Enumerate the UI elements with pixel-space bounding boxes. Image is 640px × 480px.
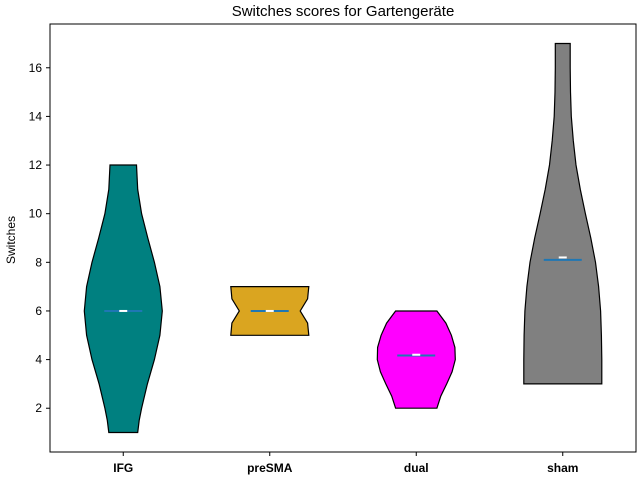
- x-tick-label: IFG: [113, 461, 133, 475]
- y-tick-label: 14: [29, 109, 43, 123]
- violin-sham: [523, 42, 603, 385]
- y-tick-label: 10: [29, 207, 43, 221]
- plot-area: 2 4 6 8 10 12 14 16 IFG preSMA dual sham: [29, 42, 603, 475]
- axes-frame: [49, 23, 637, 453]
- y-tick-label: 6: [35, 304, 42, 318]
- y-axis-label: Switches: [4, 216, 18, 264]
- y-tick-label: 16: [29, 61, 43, 75]
- chart-title: Switches scores for Gartengeräte: [232, 3, 455, 20]
- y-tick-label: 8: [35, 255, 42, 269]
- x-tick-label: sham: [547, 461, 578, 475]
- violin-IFG: [83, 164, 163, 434]
- violin-dual: [376, 310, 456, 409]
- y-tick-label: 4: [35, 353, 42, 367]
- x-tick-label: dual: [404, 461, 429, 475]
- x-tick-label: preSMA: [247, 461, 293, 475]
- y-tick-label: 2: [35, 401, 42, 415]
- y-tick-label: 12: [29, 158, 43, 172]
